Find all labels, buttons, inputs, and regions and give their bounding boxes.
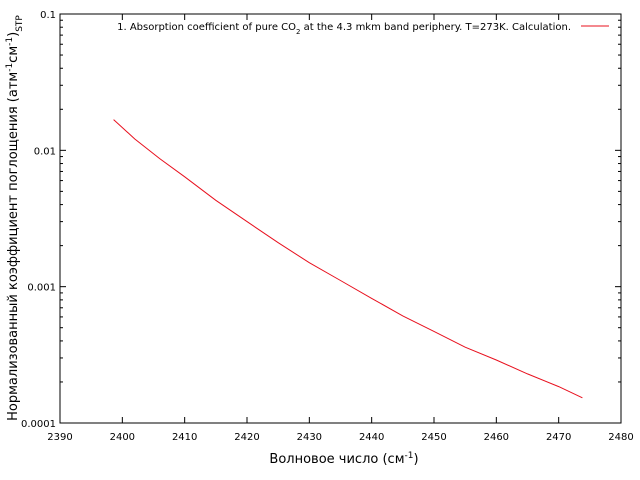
y-axis-ticks: 0.0001 0.001 0.01 0.1 bbox=[21, 10, 621, 430]
x-axis-label: Волновое число (см-1) bbox=[269, 451, 418, 467]
x-tick-label: 2450 bbox=[421, 432, 446, 443]
legend: 1. Absorption coefficient of pure CO2 at… bbox=[117, 22, 609, 36]
x-tick-label: 2460 bbox=[484, 432, 509, 443]
legend-label: 1. Absorption coefficient of pure CO2 at… bbox=[117, 22, 571, 36]
y-tick-label: 0.0001 bbox=[21, 419, 56, 430]
x-tick-label: 2400 bbox=[110, 432, 135, 443]
x-tick-label: 2430 bbox=[297, 432, 322, 443]
series-layer bbox=[113, 119, 583, 399]
plot-frame bbox=[59, 13, 622, 424]
x-tick-label: 2440 bbox=[359, 432, 384, 443]
x-tick-label: 2390 bbox=[47, 432, 72, 443]
y-tick-label: 0.1 bbox=[40, 10, 56, 21]
y-axis-label: Нормализованный коэффициент поглощения (… bbox=[5, 15, 25, 421]
y-tick-label: 0.001 bbox=[27, 283, 56, 294]
plot-border bbox=[59, 13, 622, 424]
x-tick-label: 2410 bbox=[172, 432, 197, 443]
x-tick-label: 2480 bbox=[608, 432, 633, 443]
x-axis-ticks: 2390 2400 2410 2420 2430 2440 2450 2460 2470 2480 bbox=[47, 14, 634, 443]
x-tick-label: 2470 bbox=[546, 432, 571, 443]
series-line bbox=[113, 119, 583, 399]
y-tick-label: 0.01 bbox=[34, 146, 56, 157]
x-tick-label: 2420 bbox=[234, 432, 259, 443]
